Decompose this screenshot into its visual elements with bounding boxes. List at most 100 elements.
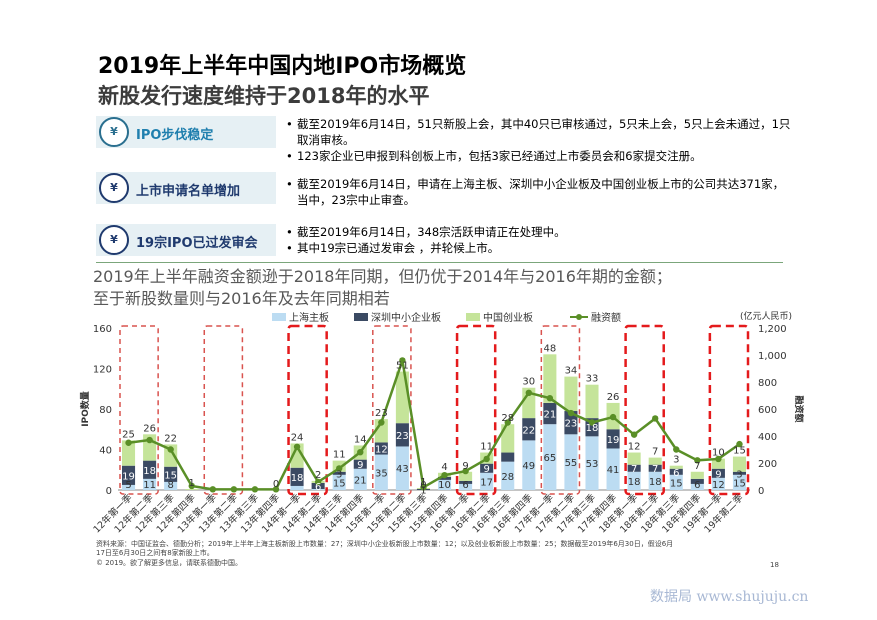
bar-shenzhen xyxy=(311,482,325,489)
funding-point xyxy=(441,471,448,479)
highlight-badge-1: ¥ IPO步伐稳定 xyxy=(96,116,276,148)
label-shanghai: 0 xyxy=(420,480,426,491)
bar-chinext xyxy=(690,471,704,479)
label-chinext: 14 xyxy=(354,434,367,445)
legend-label: 融资额 xyxy=(591,311,621,324)
bar-shenzhen xyxy=(374,442,388,455)
label-shanghai: 6 xyxy=(462,480,468,491)
bar-chinext xyxy=(711,458,725,469)
bar-shenzhen xyxy=(332,471,346,475)
legend-marker xyxy=(576,314,582,320)
highlight-box xyxy=(203,325,244,495)
bar-shenzhen xyxy=(480,463,494,473)
section-divider xyxy=(96,262,783,263)
label-shanghai: 18 xyxy=(628,477,641,488)
legend-swatch xyxy=(466,313,480,321)
footer-notes: 资料来源：中国证监会、德勤分析；2019年上半年上海主板新股上市数量：27；深圳… xyxy=(96,540,786,568)
funding-point xyxy=(567,409,575,417)
chart-legend: 上海主板 深圳中小企业板 中国创业板 融资额 (亿元人民币) xyxy=(272,310,792,324)
bar-shanghai xyxy=(290,485,304,490)
funding-point xyxy=(272,486,280,493)
y-right-tick: 0 xyxy=(758,486,764,497)
funding-point xyxy=(694,457,701,464)
label-chinext: 24 xyxy=(291,432,304,443)
label-chinext: 11 xyxy=(333,450,346,461)
highlight-box xyxy=(708,324,750,496)
label-chinext: 25 xyxy=(122,429,135,440)
label-shenzhen: 3 xyxy=(736,469,742,480)
y-left-tick: 80 xyxy=(99,405,112,416)
bar-chinext xyxy=(564,376,578,412)
y-left-title: IPO数量 xyxy=(79,391,91,427)
funding-point xyxy=(125,439,132,446)
funding-point xyxy=(146,436,153,444)
bar-chinext xyxy=(543,354,557,403)
yuan-icon: ¥ xyxy=(99,173,129,203)
funding-point xyxy=(251,486,259,493)
label-chinext: 28 xyxy=(501,413,514,424)
funding-point xyxy=(293,443,301,450)
label-shenzhen: 18 xyxy=(291,473,304,484)
bar-shanghai xyxy=(353,468,367,490)
bar-shanghai xyxy=(480,472,494,490)
label-shenzhen: 3 xyxy=(336,469,342,480)
bar-shenzhen xyxy=(122,465,136,485)
label-shanghai: 17 xyxy=(480,477,493,488)
bar-shenzhen xyxy=(395,423,409,447)
footer-line1: 资料来源：中国证监会、德勤分析；2019年上半年上海主板新股上市数量：27；深圳… xyxy=(96,540,674,548)
label-shenzhen: 6 xyxy=(673,468,679,479)
highlight-label-3: 19宗IPO已过发审会 xyxy=(136,236,258,251)
label-shanghai: 35 xyxy=(375,468,388,479)
unit-label: (亿元人民币) xyxy=(740,310,792,322)
label-chinext: 7 xyxy=(652,447,658,458)
label-shenzhen: 15 xyxy=(164,470,177,481)
bar-shenzhen xyxy=(501,452,515,462)
highlight-boxes xyxy=(119,324,750,496)
bar-shenzhen xyxy=(648,464,662,472)
page-title: 2019年上半年中国内地IPO市场概览 xyxy=(98,54,467,79)
label-chinext: 26 xyxy=(143,423,156,434)
funding-point xyxy=(630,431,638,438)
label-shenzhen: 9 xyxy=(715,469,721,480)
x-tick-labels: 12年第一季12年第二季12年第三季12年第四季13年第一季13年第二季13年第… xyxy=(91,491,746,535)
label-shenzhen: 1 xyxy=(420,485,426,496)
funding-point xyxy=(673,446,680,453)
label-chinext: 30 xyxy=(522,377,535,388)
y-right-tick: 800 xyxy=(758,378,777,389)
bar-shanghai xyxy=(122,484,136,490)
funding-point xyxy=(525,389,532,396)
funding-point xyxy=(609,413,617,421)
label-chinext: 23 xyxy=(375,408,388,419)
bar-chinext xyxy=(501,424,515,453)
label-chinext: 9 xyxy=(462,461,468,472)
bar-shanghai xyxy=(669,474,683,490)
bar-chinext xyxy=(290,443,304,468)
label-shenzhen: 19 xyxy=(122,471,135,482)
bar-shenzhen xyxy=(669,468,683,475)
bar-chinext xyxy=(585,384,599,419)
bar-chinext xyxy=(122,440,136,466)
funding-point xyxy=(588,419,596,426)
legend-label: 深圳中小企业板 xyxy=(371,311,441,324)
label-shanghai: 49 xyxy=(522,461,535,472)
y-right-tick: 1,200 xyxy=(758,324,787,335)
section-text-line2: 至于新股数量则与2016年及去年同期相若 xyxy=(93,289,390,308)
label-shenzhen: 9 xyxy=(483,464,489,475)
label-chinext: 22 xyxy=(164,433,177,444)
yuan-icon: ¥ xyxy=(99,225,129,255)
bar-shenzhen xyxy=(143,460,157,479)
y-left-tick: 160 xyxy=(93,324,112,335)
legend-label: 中国创业板 xyxy=(483,311,533,324)
funding-point xyxy=(399,357,406,364)
bar-chinext xyxy=(164,444,178,467)
highlight-bullets-3: 截至2019年6月14日，348宗活跃申请正在处理中。 其中19宗已通过发审会 … xyxy=(286,224,791,256)
label-shenzhen: 12 xyxy=(375,444,388,455)
label-shanghai: 8 xyxy=(167,480,173,491)
bar-shenzhen xyxy=(732,471,746,475)
highlight-badge-3: ¥ 19宗IPO已过发审会 xyxy=(96,224,276,256)
bar-shanghai xyxy=(564,434,578,490)
y-left-tick: 120 xyxy=(93,365,112,376)
funding-point xyxy=(715,455,722,463)
bar-shanghai xyxy=(543,424,557,490)
funding-point xyxy=(209,486,216,493)
